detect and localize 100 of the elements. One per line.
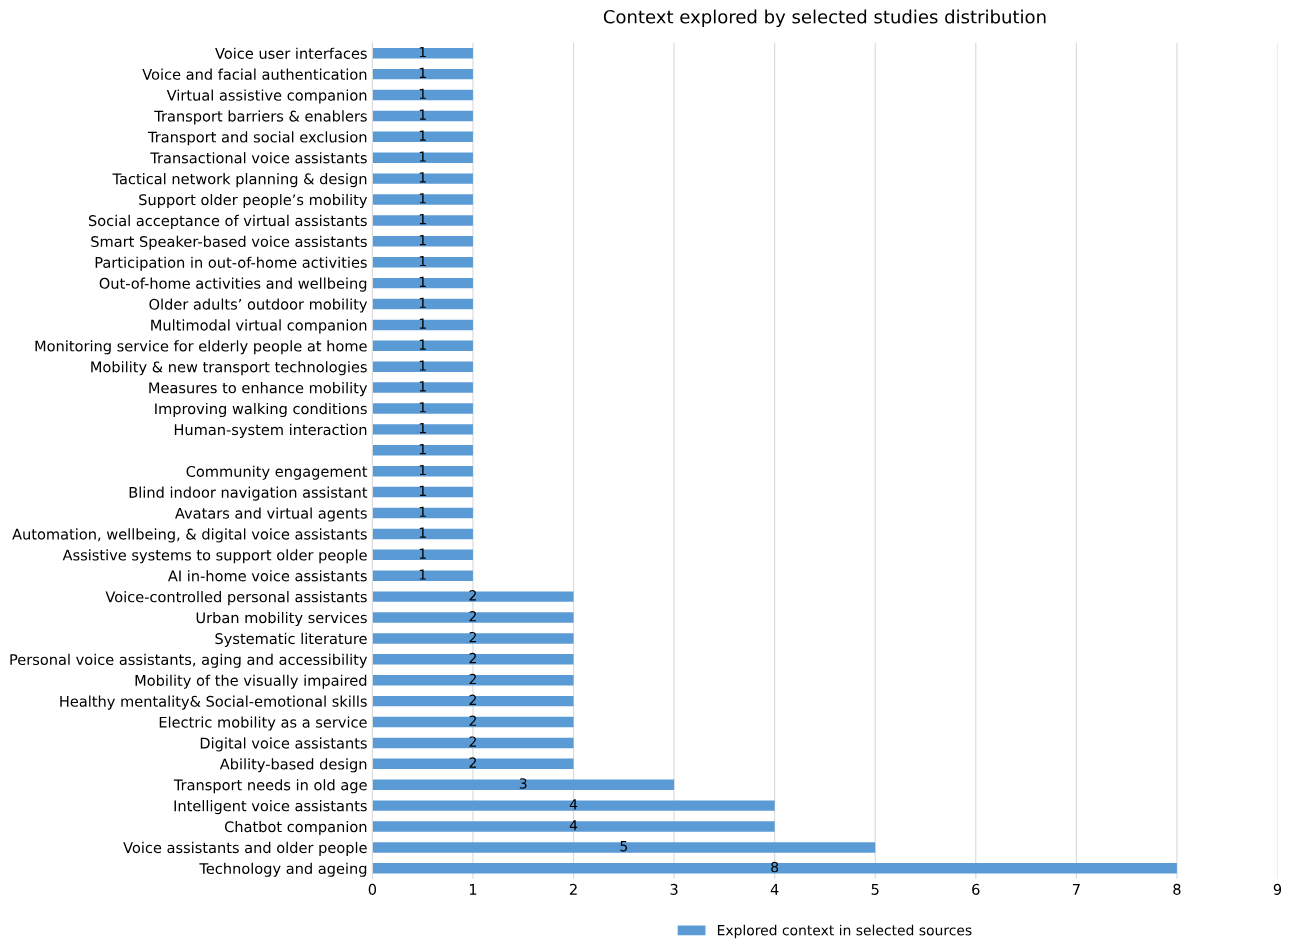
bar [372, 674, 574, 686]
x-tick-label: 7 [1072, 884, 1080, 895]
bar [372, 821, 775, 832]
y-tick-label: Healthy mentality& Social-emotional skills [60, 695, 367, 710]
bar [372, 382, 473, 393]
y-tick-label: Ability-based design [219, 758, 367, 773]
y-tick-label: Avatars and virtual agents [175, 507, 367, 522]
y-tick-label: Urban mobility services [196, 611, 367, 627]
x-tick-label: 8 [1173, 883, 1181, 895]
data-label: 1 [419, 381, 426, 392]
data-label: 1 [419, 172, 426, 183]
y-tick-label: Out-of-home activities and wellbeing [99, 277, 367, 292]
data-label: 2 [469, 652, 476, 664]
bar [372, 194, 473, 205]
bar [372, 800, 775, 811]
bar [372, 716, 574, 728]
data-label: 2 [469, 590, 476, 601]
bar [372, 298, 473, 310]
data-label: 1 [419, 339, 426, 350]
bar [372, 695, 574, 707]
bar [372, 403, 473, 414]
data-label: 2 [469, 611, 476, 622]
data-label: 1 [419, 109, 426, 120]
y-tick-label: Electric mobility as a service [159, 716, 367, 731]
y-tick-label: Blind indoor navigation assistant [129, 486, 368, 501]
y-tick-label: Transactional voice assistants [150, 152, 367, 164]
y-tick-label: Transport needs in old age [173, 779, 367, 794]
data-label: 2 [469, 715, 476, 726]
data-label: 1 [419, 67, 426, 78]
y-tick-label: Monitoring service for elderly people at home [35, 340, 367, 355]
y-tick-label: Voice and facial authentication [142, 68, 367, 80]
data-label: 3 [519, 778, 527, 789]
data-label: 1 [419, 318, 426, 329]
data-label: 1 [419, 485, 426, 496]
data-label: 8 [771, 861, 779, 873]
y-tick-label: Participation in out-of-home activities [95, 256, 367, 271]
data-label: 1 [419, 569, 426, 580]
bar [372, 361, 473, 372]
bar [372, 173, 473, 184]
bar [372, 465, 473, 477]
y-tick-label: Social acceptance of virtual assistants [88, 214, 367, 229]
bar [372, 758, 574, 770]
data-label: 1 [419, 297, 426, 308]
y-tick-label: Voice-controlled personal assistants [105, 591, 367, 606]
data-label: 1 [419, 88, 426, 99]
data-label: 2 [469, 736, 476, 747]
bar [372, 612, 574, 623]
y-tick-label: Support older people’s mobility [139, 193, 368, 209]
y-tick-label: AI in-home voice assistants [167, 570, 367, 582]
bar [372, 445, 473, 456]
y-tick-label: Mobility of the visually impaired [135, 674, 367, 689]
y-tick-label: Measures to enhance mobility [149, 382, 368, 397]
data-label: 4 [569, 799, 578, 810]
y-tick-label: Chatbot companion [224, 820, 367, 836]
bar [372, 152, 473, 163]
bar [372, 779, 675, 790]
y-tick-label: Voice assistants and older people [123, 841, 367, 856]
bar [372, 215, 473, 226]
data-label: 1 [419, 444, 426, 455]
y-tick-label: Systematic literature [215, 632, 367, 647]
data-label: 1 [419, 506, 426, 517]
y-tick-label: Transport barriers & enablers [154, 110, 367, 125]
y-tick-label: Virtual assistive companion [166, 89, 367, 104]
data-label: 1 [419, 214, 426, 225]
data-label: 1 [419, 235, 426, 246]
bar [372, 277, 473, 289]
data-label: 1 [419, 548, 426, 559]
data-label: 2 [469, 631, 476, 643]
bar [372, 570, 473, 581]
bar [372, 256, 473, 268]
x-tick-label: 6 [972, 883, 980, 895]
bar [372, 424, 473, 435]
bar [372, 68, 473, 80]
x-tick-label: 5 [871, 884, 879, 895]
data-label: 5 [620, 841, 628, 852]
x-tick-label: 9 [1273, 883, 1282, 895]
bar [372, 549, 473, 561]
data-label: 2 [469, 694, 476, 705]
x-tick-label: 1 [469, 884, 477, 895]
bar [372, 528, 473, 540]
bar [372, 654, 574, 665]
data-label: 1 [419, 151, 426, 162]
y-tick-label: Digital voice assistants [200, 737, 367, 752]
data-label: 1 [419, 464, 426, 476]
bar [372, 863, 1177, 874]
data-label: 1 [419, 423, 426, 434]
y-tick-label: Transport and social exclusion [147, 131, 367, 146]
data-label: 1 [419, 276, 426, 287]
x-tick-label: 4 [770, 884, 779, 895]
bar [372, 633, 574, 644]
y-tick-label: Smart Speaker-based voice assistants [91, 235, 367, 250]
bar [372, 131, 473, 143]
y-tick-label: Tactical network planning & design [112, 173, 367, 188]
data-label: 1 [419, 130, 426, 141]
y-tick-label: Older adults’ outdoor mobility [149, 298, 368, 313]
bar [372, 591, 574, 602]
x-tick-label: 0 [368, 883, 377, 895]
y-tick-label: Mobility & new transport technologies [91, 361, 367, 376]
data-label: 1 [419, 255, 426, 267]
bar [372, 842, 876, 853]
